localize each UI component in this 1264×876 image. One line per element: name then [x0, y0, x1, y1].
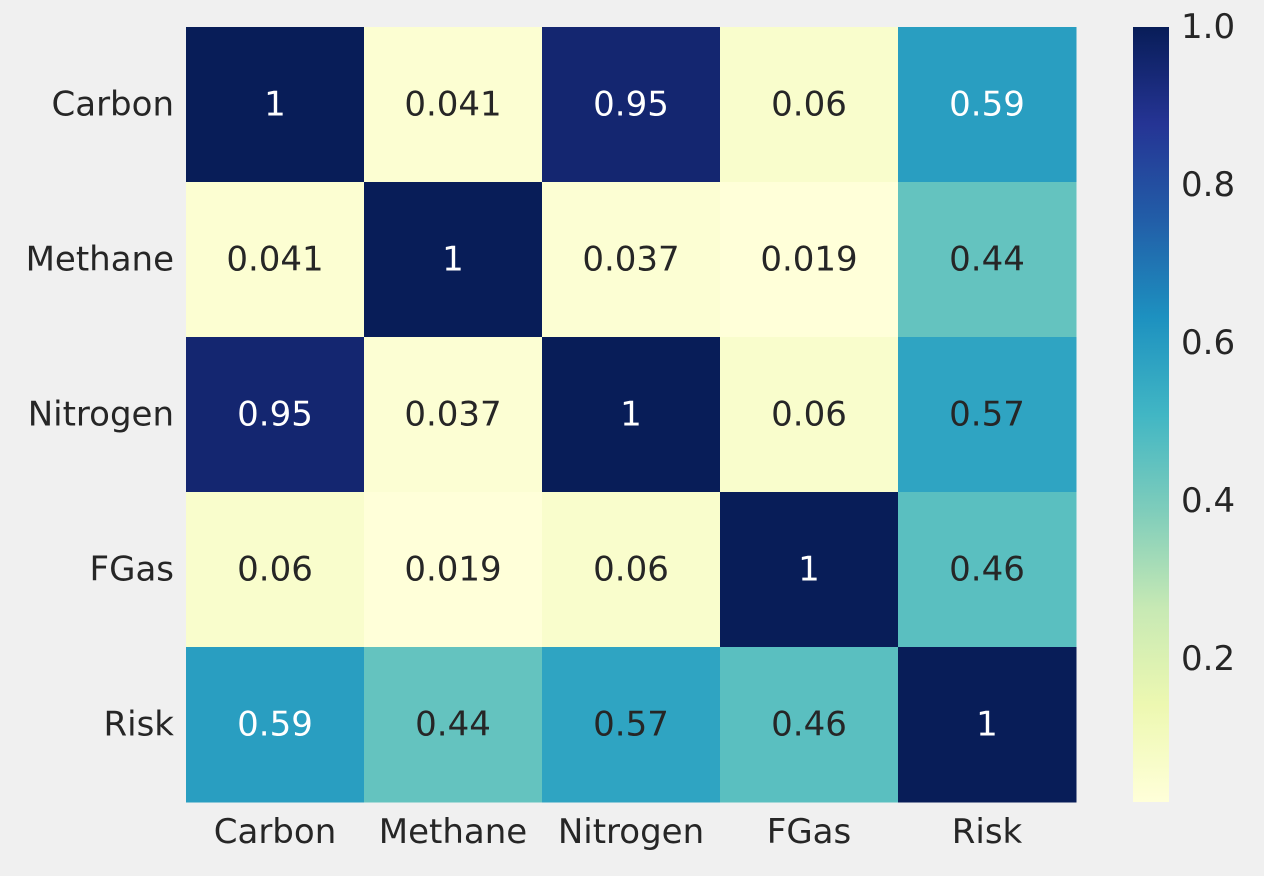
cell-value-label: 0.06: [771, 85, 847, 125]
heatmap-cell: [186, 27, 365, 183]
cell-value-label: 0.57: [593, 705, 669, 745]
cell-value-label: 0.57: [949, 395, 1025, 435]
heatmap-cell: [898, 337, 1077, 493]
x-tick-label: Nitrogen: [558, 812, 704, 852]
heatmap-cell: [364, 492, 543, 648]
heatmap-cell: [542, 492, 721, 648]
cell-value-label: 0.019: [404, 550, 501, 590]
cell-value-label: 0.46: [949, 550, 1025, 590]
heatmap-cell: [720, 182, 899, 338]
cell-value-label: 1: [620, 395, 642, 435]
heatmap-cell: [186, 647, 365, 803]
x-axis-tick-labels: Carbon Methane Nitrogen FGas Risk: [214, 812, 1023, 852]
cell-value-label: 0.037: [582, 240, 679, 280]
colorbar-tick-label: 0.4: [1181, 481, 1235, 521]
heatmap-cell: [720, 337, 899, 493]
colorbar-tick-label: 0.6: [1181, 323, 1235, 363]
heatmap-cell: [186, 492, 365, 648]
heatmap-cell: [542, 647, 721, 803]
y-tick-label: Methane: [26, 240, 174, 280]
cell-value-label: 0.041: [226, 240, 323, 280]
cell-value-label: 0.95: [593, 85, 669, 125]
colorbar: [1133, 27, 1169, 802]
cell-value-label: 0.041: [404, 85, 501, 125]
cell-value-label: 0.46: [771, 705, 847, 745]
cell-value-label: 0.037: [404, 395, 501, 435]
cell-value-label: 0.06: [771, 395, 847, 435]
heatmap-cell: [720, 647, 899, 803]
cell-value-label: 1: [264, 85, 286, 125]
heatmap-cell: [542, 182, 721, 338]
cell-value-label: 1: [976, 705, 998, 745]
heatmap-cell: [364, 182, 543, 338]
heatmap-cell: [542, 27, 721, 183]
cell-value-label: 0.44: [949, 240, 1025, 280]
y-tick-label: FGas: [90, 550, 174, 590]
x-tick-label: Methane: [379, 812, 527, 852]
heatmap-cell: [364, 337, 543, 493]
heatmap-cell: [364, 27, 543, 183]
heatmap-cell: [898, 492, 1077, 648]
cell-value-label: 0.019: [760, 240, 857, 280]
heatmap-cell: [720, 492, 899, 648]
heatmap-cells: [186, 27, 1077, 803]
colorbar-tick-label: 0.8: [1181, 165, 1235, 205]
y-tick-label: Risk: [104, 705, 175, 745]
cell-value-label: 1: [798, 550, 820, 590]
cell-value-label: 0.06: [593, 550, 669, 590]
heatmap-cell: [364, 647, 543, 803]
heatmap-cell: [186, 337, 365, 493]
heatmap-cell: [542, 337, 721, 493]
x-tick-label: FGas: [767, 812, 851, 852]
colorbar-tick-label: 0.2: [1181, 639, 1235, 679]
y-tick-label: Carbon: [52, 85, 175, 125]
heatmap-cell: [186, 182, 365, 338]
cell-value-label: 0.44: [415, 705, 491, 745]
heatmap-cell: [720, 27, 899, 183]
y-tick-label: Nitrogen: [28, 395, 174, 435]
heatmap-cell: [898, 27, 1077, 183]
cell-value-label: 0.59: [949, 85, 1025, 125]
x-tick-label: Risk: [952, 812, 1023, 852]
y-axis-tick-labels: Carbon Methane Nitrogen FGas Risk: [26, 85, 175, 745]
cell-value-label: 0.95: [237, 395, 313, 435]
heatmap-cell-labels: 1 0.041 0.95 0.06 0.59 0.041 1 0.037 0.019 0.44 0.…: [226, 85, 1025, 745]
cell-value-label: 0.06: [237, 550, 313, 590]
colorbar-tick-label: 1.0: [1181, 7, 1235, 47]
colorbar-tick-labels: 0.2 0.4 0.6 0.8 1.0: [1181, 7, 1235, 679]
cell-value-label: 0.59: [237, 705, 313, 745]
cell-value-label: 1: [442, 240, 464, 280]
x-tick-label: Carbon: [214, 812, 337, 852]
heatmap-cell: [898, 647, 1077, 803]
heatmap-cell: [898, 182, 1077, 338]
